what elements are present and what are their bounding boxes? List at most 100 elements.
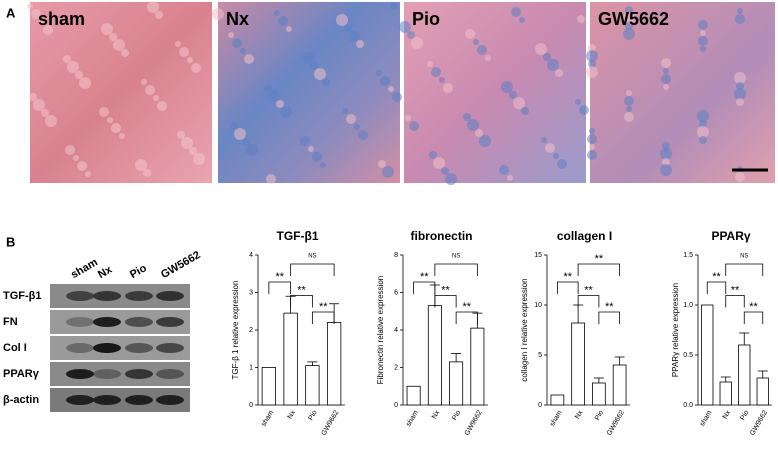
bar bbox=[305, 365, 320, 406]
tissue-texture bbox=[499, 165, 509, 175]
tissue-texture bbox=[147, 1, 159, 13]
significance-label: ** bbox=[605, 301, 614, 313]
significance-bracket bbox=[577, 263, 621, 276]
image-label: GW5662 bbox=[598, 9, 669, 29]
blot-band bbox=[156, 343, 184, 353]
tissue-texture bbox=[587, 150, 597, 160]
blot-row-label: PPARγ bbox=[3, 368, 40, 380]
tissue-texture bbox=[388, 86, 394, 92]
x-tick-label: sham bbox=[405, 409, 420, 427]
tissue-texture bbox=[699, 136, 707, 144]
tissue-texture bbox=[143, 169, 151, 177]
tissue-texture bbox=[31, 9, 41, 19]
tissue-texture bbox=[700, 30, 706, 36]
tissue-texture bbox=[274, 10, 280, 16]
bar bbox=[738, 344, 751, 406]
tissue-texture bbox=[85, 171, 91, 177]
significance-bracket bbox=[413, 281, 436, 294]
y-axis-label: TGF-β 1 relative expression bbox=[231, 281, 240, 380]
tissue-texture bbox=[588, 60, 596, 68]
blot-row-label: β-actin bbox=[3, 394, 39, 406]
image-label: Nx bbox=[226, 9, 249, 29]
tissue-texture bbox=[390, 2, 398, 10]
significance-label: ** bbox=[297, 284, 306, 296]
blot-band bbox=[125, 317, 153, 327]
error-bar bbox=[757, 370, 768, 378]
tissue-texture bbox=[29, 93, 37, 101]
blot-band bbox=[125, 369, 153, 379]
significance-label: ** bbox=[584, 284, 593, 296]
blot-band bbox=[66, 291, 94, 301]
significance-label: ** bbox=[420, 271, 429, 283]
tissue-texture bbox=[485, 55, 491, 61]
tissue-texture bbox=[431, 67, 441, 77]
bar bbox=[427, 305, 442, 406]
significance-label: NS bbox=[452, 254, 460, 260]
tissue-texture bbox=[411, 37, 423, 49]
y-axis-label: PPARγ relative expression bbox=[671, 283, 680, 377]
y-tick-label: 0 bbox=[538, 402, 542, 409]
tissue-texture bbox=[697, 110, 709, 122]
tissue-texture bbox=[735, 14, 745, 24]
tissue-texture bbox=[336, 14, 348, 26]
tissue-texture bbox=[41, 109, 49, 117]
tissue-texture bbox=[278, 16, 288, 26]
tissue-texture bbox=[586, 50, 598, 62]
tissue-texture bbox=[234, 128, 246, 140]
x-tick-label: Nx bbox=[574, 409, 585, 420]
tissue-texture bbox=[577, 15, 585, 23]
significance-bracket bbox=[598, 311, 621, 324]
tissue-texture bbox=[77, 161, 87, 171]
significance-label: ** bbox=[319, 301, 328, 313]
tissue-texture bbox=[175, 41, 181, 47]
tissue-texture bbox=[67, 61, 79, 73]
tissue-texture bbox=[79, 77, 91, 89]
tissue-texture bbox=[177, 131, 185, 139]
x-tick-label: GW9662 bbox=[749, 409, 769, 437]
significance-bracket bbox=[311, 311, 335, 324]
tissue-texture bbox=[625, 22, 633, 30]
lane-label: GW5662 bbox=[159, 249, 203, 281]
tissue-texture bbox=[555, 69, 563, 77]
tissue-texture bbox=[662, 158, 670, 166]
tissue-texture bbox=[697, 126, 709, 138]
tissue-texture bbox=[626, 106, 632, 112]
bar bbox=[261, 367, 277, 406]
blot-band bbox=[93, 291, 121, 301]
tissue-texture bbox=[356, 40, 364, 48]
tissue-texture bbox=[624, 112, 634, 122]
tissue-texture bbox=[320, 162, 326, 168]
image-label: sham bbox=[38, 9, 85, 29]
tissue-texture bbox=[376, 70, 382, 76]
tissue-texture bbox=[246, 144, 258, 156]
significance-label: ** bbox=[749, 301, 758, 313]
bar bbox=[571, 322, 585, 406]
y-tick-label: 0.5 bbox=[683, 352, 693, 359]
tissue-texture bbox=[187, 57, 193, 63]
tissue-texture bbox=[280, 106, 292, 118]
tissue-texture bbox=[519, 17, 525, 23]
tissue-texture bbox=[625, 6, 633, 14]
significance-bracket bbox=[725, 295, 745, 308]
tissue-texture bbox=[588, 44, 596, 52]
tissue-texture bbox=[547, 59, 559, 71]
chart-title: PPARγ bbox=[711, 229, 750, 243]
y-tick-label: 1.0 bbox=[683, 302, 693, 309]
blot-band bbox=[93, 395, 121, 405]
tissue-texture bbox=[153, 95, 159, 101]
significance-bracket bbox=[290, 295, 313, 308]
error-bar bbox=[307, 361, 318, 366]
tissue-texture bbox=[427, 61, 433, 67]
tissue-texture bbox=[39, 19, 45, 25]
significance-label: ** bbox=[563, 271, 572, 283]
blot-band bbox=[66, 317, 94, 327]
tissue-texture bbox=[145, 85, 155, 95]
blot-band bbox=[66, 343, 94, 353]
y-axis-label: collagen I relative expression bbox=[520, 278, 529, 381]
tissue-texture bbox=[736, 82, 744, 90]
tissue-texture bbox=[587, 134, 597, 144]
tissue-texture bbox=[344, 24, 352, 32]
tissue-texture bbox=[43, 25, 53, 35]
significance-bracket bbox=[743, 311, 764, 324]
tissue-texture bbox=[314, 68, 326, 80]
